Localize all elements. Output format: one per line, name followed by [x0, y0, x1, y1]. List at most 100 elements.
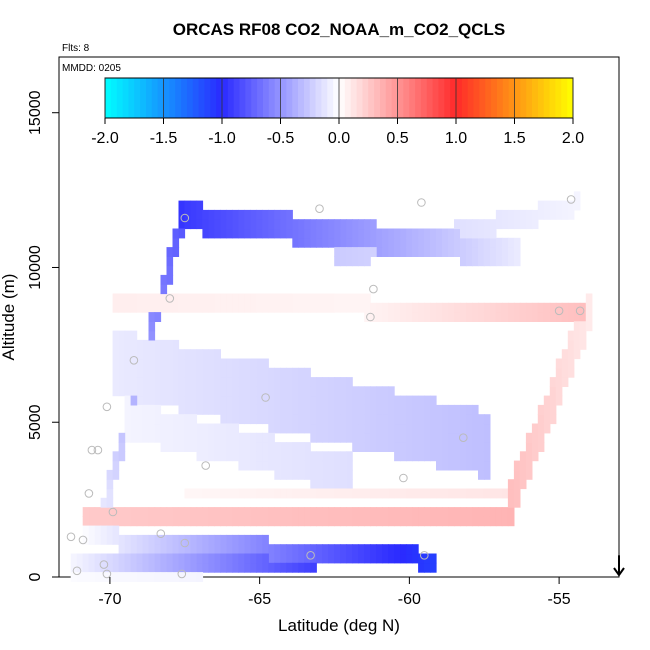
heatmap-cell	[166, 553, 174, 564]
heatmap-cell	[478, 488, 485, 499]
heatmap-cell	[274, 507, 281, 517]
heatmap-cell	[166, 534, 174, 545]
heatmap-cell	[448, 488, 455, 499]
heatmap-cell	[268, 451, 275, 462]
heatmap-cell	[454, 219, 461, 230]
heatmap-cell	[406, 247, 413, 257]
heatmap-cell	[370, 423, 377, 434]
heatmap-cell	[202, 377, 209, 387]
heatmap-cell	[531, 302, 539, 313]
heatmap-cell	[507, 237, 515, 248]
heatmap-cell	[483, 516, 491, 527]
heatmap-cell	[328, 507, 335, 517]
heatmap-cell	[394, 488, 401, 499]
heatmap-cell	[537, 423, 545, 434]
heatmap-cell	[489, 247, 497, 257]
heatmap-cell	[424, 237, 431, 248]
heatmap-cell	[537, 200, 545, 211]
heatmap-cell	[531, 219, 539, 230]
heatmap-cell	[573, 200, 581, 211]
heatmap-cell	[448, 228, 455, 239]
heatmap-cell	[256, 553, 263, 564]
heatmap-cell	[178, 219, 186, 230]
heatmap-cell	[567, 200, 575, 211]
heatmap-cell	[472, 256, 479, 267]
sample-circle	[99, 560, 109, 569]
heatmap-cell	[442, 507, 449, 517]
heatmap-cell	[478, 469, 485, 480]
heatmap-cell	[208, 516, 215, 527]
heatmap-cell	[310, 386, 317, 397]
heatmap-cell	[328, 432, 335, 443]
heatmap-cell	[256, 534, 263, 545]
heatmap-cell	[232, 358, 239, 369]
heatmap-cell	[274, 562, 281, 573]
heatmap-cell	[316, 423, 323, 434]
sample-circle	[566, 195, 576, 204]
heatmap-cell	[286, 469, 293, 480]
colorbar-tick-label: 1.5	[503, 130, 525, 147]
heatmap-cell	[579, 312, 587, 322]
heatmap-cell	[148, 349, 156, 360]
heatmap-cell	[250, 404, 257, 415]
heatmap-cell	[136, 386, 144, 397]
heatmap-cell	[406, 414, 413, 425]
heatmap-cell	[274, 209, 281, 220]
heatmap-cell	[400, 237, 407, 248]
heatmap-cell	[406, 302, 413, 313]
colorbar-segment	[222, 78, 229, 118]
heatmap-cell	[442, 237, 449, 248]
heatmap-cell	[555, 312, 563, 322]
heatmap-cell	[82, 572, 90, 582]
heatmap-cell	[507, 209, 515, 220]
heatmap-cell	[184, 516, 192, 527]
heatmap-cell	[190, 293, 198, 304]
heatmap-cell	[573, 312, 581, 322]
heatmap-cell	[106, 534, 114, 545]
heatmap-cell	[124, 423, 132, 434]
heatmap-cell	[208, 432, 215, 443]
heatmap-cell	[286, 544, 293, 555]
heatmap-cell	[202, 367, 209, 378]
heatmap-cell	[328, 544, 335, 555]
heatmap-cell	[226, 544, 233, 555]
heatmap-cell	[178, 516, 186, 527]
heatmap-cell	[280, 562, 287, 573]
y-axis-label: Altitude (m)	[0, 274, 18, 361]
heatmap-cell	[268, 423, 275, 434]
heatmap-cell	[118, 302, 126, 313]
heatmap-cell	[298, 442, 305, 452]
heatmap-cell	[280, 228, 287, 239]
heatmap-cell	[358, 432, 365, 443]
heatmap-cell	[298, 460, 305, 471]
heatmap-cell	[250, 219, 257, 230]
heatmap-cell	[232, 516, 239, 527]
heatmap-cell	[184, 562, 192, 573]
heatmap-cell	[370, 312, 377, 322]
heatmap-cell	[226, 414, 233, 425]
heatmap-cell	[148, 432, 156, 443]
heatmap-cell	[567, 302, 575, 313]
heatmap-cell	[244, 488, 251, 499]
heatmap-cell	[112, 460, 120, 471]
heatmap-cell	[178, 572, 186, 582]
heatmap-cell	[358, 237, 365, 248]
heatmap-cell	[196, 423, 204, 434]
heatmap-cell	[286, 404, 293, 415]
heatmap-cell	[340, 507, 347, 517]
heatmap-cell	[274, 293, 281, 304]
heatmap-cell	[208, 219, 215, 230]
heatmap-cell	[478, 414, 485, 425]
colorbar-segment	[169, 78, 176, 118]
sample-circle	[102, 569, 112, 579]
heatmap-cell	[334, 404, 341, 415]
colorbar-segment	[543, 78, 550, 118]
heatmap-cell	[418, 312, 425, 322]
heatmap-cell	[340, 432, 347, 443]
heatmap-cell	[154, 534, 162, 545]
heatmap-cell	[430, 432, 437, 443]
heatmap-cell	[430, 414, 437, 425]
heatmap-cell	[292, 404, 299, 415]
heatmap-cell	[400, 395, 407, 406]
heatmap-cell	[142, 432, 150, 443]
